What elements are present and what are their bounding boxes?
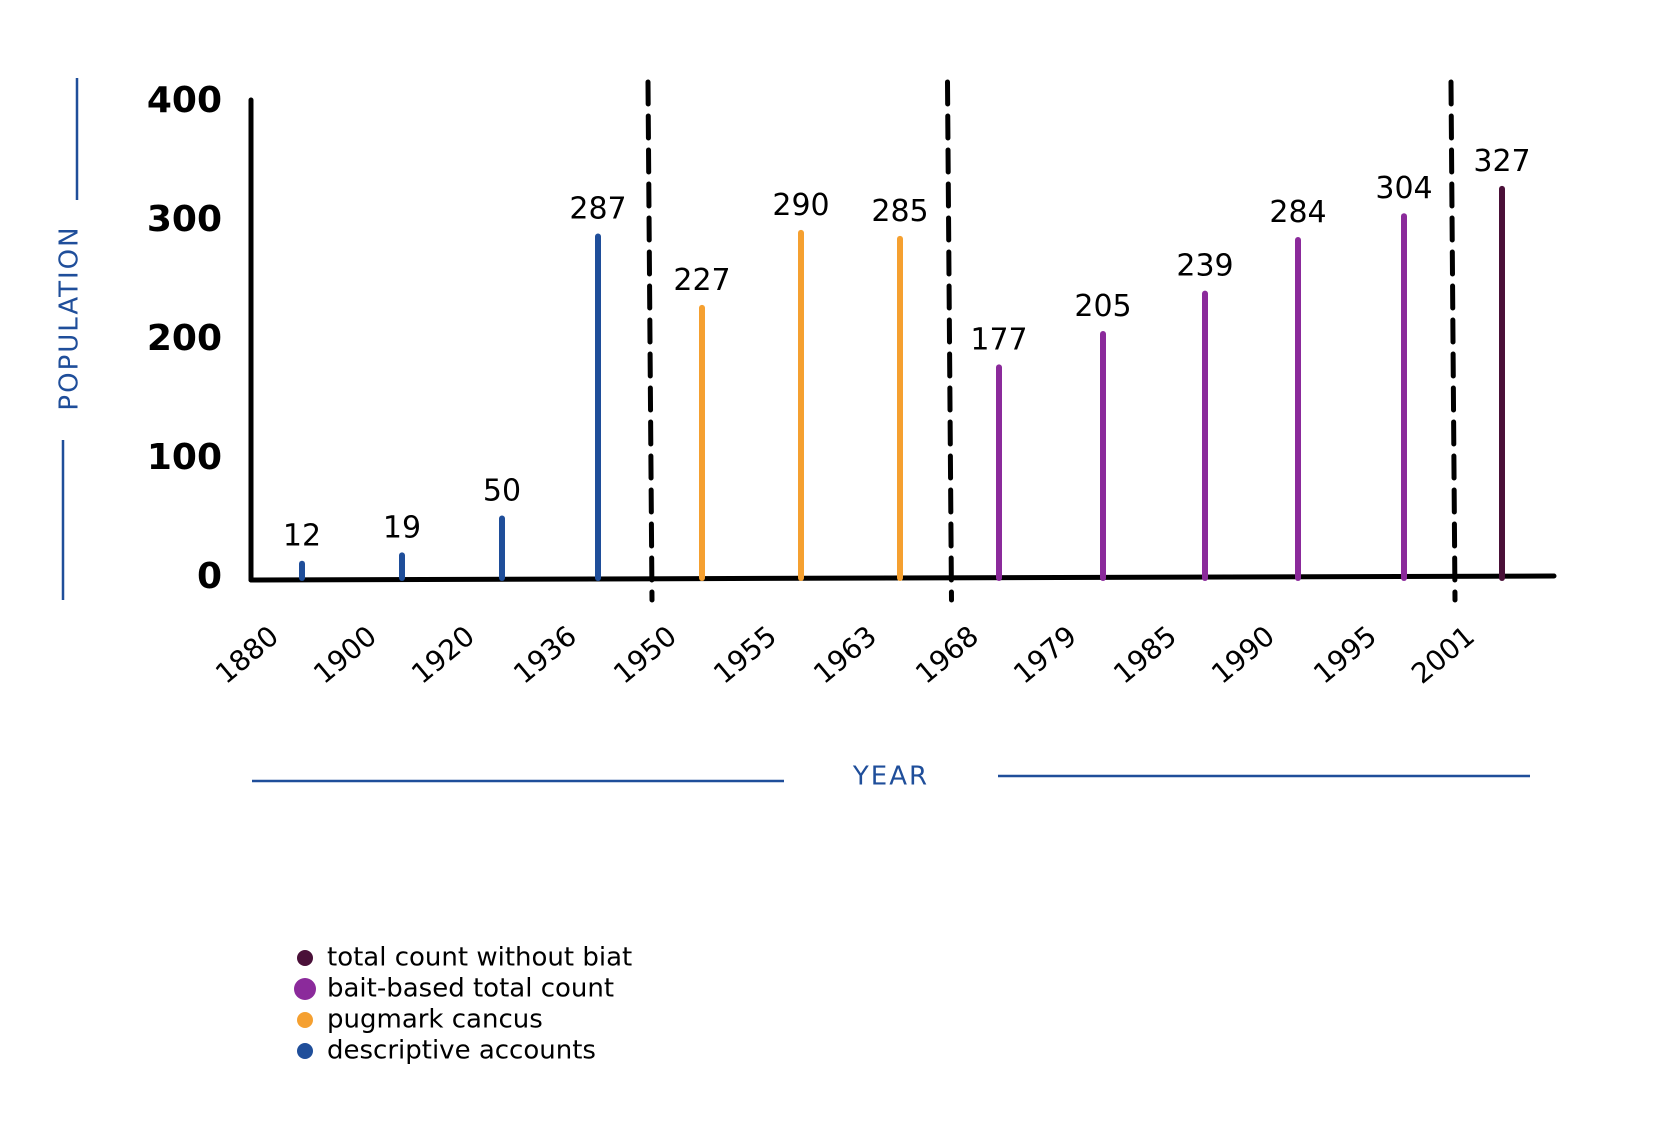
x-tick-label: 1950: [607, 619, 683, 690]
y-axis-title: POPULATION: [55, 225, 85, 410]
x-tick-label: 1936: [507, 619, 583, 690]
data-label: 19: [383, 510, 421, 545]
data-label: 239: [1176, 249, 1233, 284]
legend-label: bait-based total count: [327, 974, 614, 1004]
legend-label: descriptive accounts: [327, 1036, 596, 1066]
x-tick-label: 2001: [1405, 619, 1481, 690]
data-label: 50: [483, 474, 521, 509]
x-tick-label: 1900: [307, 619, 383, 690]
y-tick-label: 0: [197, 556, 222, 597]
method-divider: [945, 79, 954, 603]
x-tick-label: 1995: [1307, 619, 1383, 690]
y-tick-label: 100: [147, 437, 222, 478]
data-label: 12: [283, 519, 321, 554]
x-axis-title: YEAR: [852, 762, 929, 792]
legend-swatch: [297, 1043, 313, 1059]
data-label: 287: [569, 191, 626, 226]
legend-item: total count without biat: [297, 943, 632, 973]
data-label: 290: [772, 188, 829, 223]
x-tick-label: 1979: [1007, 619, 1083, 690]
legend-item: pugmark cancus: [297, 1005, 543, 1035]
data-label: 284: [1269, 195, 1326, 230]
y-axis-title-group: POPULATION: [55, 78, 85, 600]
data-label: 177: [970, 322, 1027, 357]
data-label: 227: [673, 263, 730, 298]
x-tick-label: 1920: [405, 619, 481, 690]
y-tick-labels: 0 100 200 300 400: [147, 80, 222, 597]
x-tick-labels: 1880 1900 1920 1936 1950 1955 1963 1968 1979 1985…: [209, 619, 1481, 690]
y-tick-label: 400: [147, 80, 222, 121]
data-label: 304: [1375, 171, 1432, 206]
x-tick-label: 1985: [1107, 619, 1183, 690]
x-tick-label: 1880: [209, 619, 285, 690]
legend-label: total count without biat: [327, 943, 632, 973]
method-divider: [645, 79, 655, 603]
bars: [299, 185, 1505, 581]
legend-label: pugmark cancus: [327, 1005, 543, 1035]
data-label: 327: [1473, 144, 1530, 179]
legend-swatch: [297, 950, 313, 966]
data-labels: 12 19 50 287 227 290 285 177 205 239 284 304 327: [283, 144, 1531, 554]
method-dividers: [645, 79, 1458, 603]
legend-item: bait-based total count: [294, 974, 614, 1004]
x-tick-label: 1955: [707, 619, 783, 690]
legend-item: descriptive accounts: [297, 1036, 596, 1066]
y-tick-label: 200: [147, 318, 222, 359]
legend-swatch: [297, 1012, 313, 1028]
x-tick-label: 1963: [807, 619, 883, 690]
legend-swatch: [294, 978, 316, 1000]
x-tick-label: 1990: [1205, 619, 1281, 690]
data-label: 205: [1074, 289, 1131, 324]
x-axis-title-group: YEAR: [252, 762, 1530, 792]
y-tick-label: 300: [147, 199, 222, 240]
method-divider: [1448, 79, 1458, 603]
x-tick-label: 1968: [909, 619, 985, 690]
data-label: 285: [871, 194, 928, 229]
